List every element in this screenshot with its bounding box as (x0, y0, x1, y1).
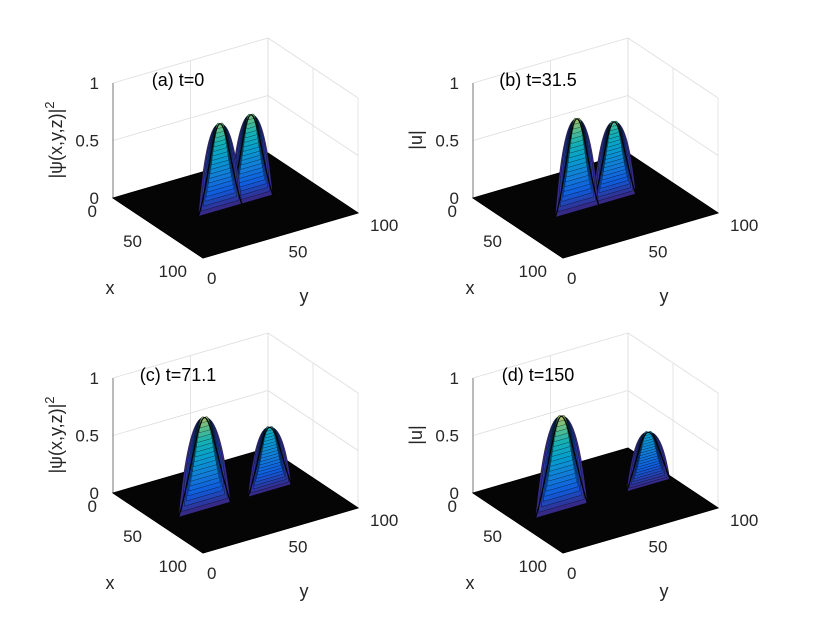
y-tick-label: 0 (567, 269, 576, 288)
z-axis-label-text: |ψ(x,y,z)| (46, 109, 66, 179)
x-axis-label: x (466, 573, 475, 593)
x-tick-label: 100 (159, 557, 187, 576)
y-tick-label: 50 (289, 538, 308, 557)
z-tick-label: 0 (90, 484, 99, 503)
z-tick-label: 1 (90, 74, 99, 93)
peak-outline (247, 426, 292, 498)
grid-line (112, 332, 269, 379)
y-tick-label: 0 (567, 564, 576, 583)
x-tick-label: 100 (519, 262, 547, 281)
peak-2 (625, 430, 671, 492)
peak-outline (197, 123, 243, 217)
grid-line (112, 390, 269, 436)
peak-1 (197, 122, 243, 217)
peak-2 (591, 120, 637, 207)
peak-outline (534, 415, 588, 519)
z-tick-label: 0.5 (435, 132, 459, 151)
peak-1 (554, 117, 600, 218)
z-axis-label: |u| (406, 425, 426, 444)
y-tick-label: 50 (289, 243, 308, 262)
z-axis-label-superscript: 2 (42, 396, 57, 403)
x-tick-label: 50 (123, 527, 142, 546)
grid-line (627, 332, 719, 394)
z-axis-label: |ψ(x,y,z)|2 (42, 396, 66, 473)
y-axis-label: y (660, 581, 669, 601)
z-tick-label: 0 (450, 189, 459, 208)
x-tick-label: 0 (448, 497, 457, 516)
subplot-b: 0 0.5 1 0 50 100 0 50 100 x y |u| (b) t=31.5 (406, 37, 758, 306)
z-tick-label: 0.5 (75, 132, 99, 151)
z-tick-label: 0.5 (75, 427, 99, 446)
peak-2 (228, 113, 274, 208)
subplot-a: 0 0.5 1 0 50 100 0 50 100 x y |ψ(x,y,z)|2 (a) t=0 (42, 37, 398, 306)
x-tick-label: 50 (483, 527, 502, 546)
peak-outline (625, 431, 671, 492)
x-tick-label: 0 (448, 202, 457, 221)
y-tick-label: 100 (370, 511, 398, 530)
grid-line (627, 95, 719, 156)
z-axis-label-text: |u| (406, 425, 426, 444)
grid-line (627, 390, 719, 451)
subplot-c: 0 0.5 1 0 50 100 0 50 100 x y |ψ(x,y,z)|2 (c) t=71.1 (42, 332, 398, 601)
y-axis-label: y (300, 286, 309, 306)
x-axis-label: x (106, 278, 115, 298)
z-axis-label: |u| (406, 130, 426, 149)
x-axis-label: x (466, 278, 475, 298)
grid-line (472, 95, 629, 141)
y-tick-label: 0 (207, 269, 216, 288)
x-tick-label: 50 (123, 232, 142, 251)
surface-base (111, 447, 360, 554)
x-axis-label: x (106, 573, 115, 593)
z-tick-label: 1 (450, 369, 459, 388)
z-tick-label: 0 (450, 484, 459, 503)
grid-line (472, 390, 629, 436)
subplot-title: (b) t=31.5 (499, 70, 577, 90)
y-tick-label: 50 (649, 243, 668, 262)
z-tick-label: 1 (450, 74, 459, 93)
z-axis-label-text: |ψ(x,y,z)| (46, 404, 66, 474)
peak-outline (177, 416, 232, 518)
subplot-title: (c) t=71.1 (140, 365, 217, 385)
y-tick-label: 50 (649, 538, 668, 557)
peak-2 (247, 426, 292, 498)
peak-1 (534, 414, 588, 519)
subplot-d: 0 0.5 1 0 50 100 0 50 100 x y |u| (d) t=150 (406, 332, 758, 601)
y-axis-label: y (660, 286, 669, 306)
y-axis-label: y (300, 581, 309, 601)
z-axis-label: |ψ(x,y,z)|2 (42, 101, 66, 178)
surface-base (471, 447, 720, 554)
grid-line (267, 390, 359, 451)
subplot-title: (a) t=0 (152, 70, 205, 90)
grid-line (112, 37, 269, 84)
grid-line (267, 332, 359, 394)
x-tick-label: 50 (483, 232, 502, 251)
peak-1 (177, 416, 232, 518)
x-tick-label: 0 (88, 202, 97, 221)
grid-line (627, 37, 719, 99)
z-tick-label: 0.5 (435, 427, 459, 446)
y-tick-label: 100 (370, 216, 398, 235)
y-tick-label: 0 (207, 564, 216, 583)
z-axis-label-text: |u| (406, 130, 426, 149)
grid-line (267, 37, 359, 99)
x-tick-label: 100 (159, 262, 187, 281)
subplot-title: (d) t=150 (502, 365, 575, 385)
y-tick-label: 100 (730, 216, 758, 235)
x-tick-label: 100 (519, 557, 547, 576)
grid-line (112, 95, 269, 141)
grid-line (267, 95, 359, 156)
grid-line (472, 37, 629, 84)
y-tick-label: 100 (730, 511, 758, 530)
z-axis-label-superscript: 2 (42, 101, 57, 108)
z-tick-label: 1 (90, 369, 99, 388)
grid-line (472, 332, 629, 379)
z-tick-label: 0 (90, 189, 99, 208)
peak-outline (554, 118, 600, 218)
x-tick-label: 0 (88, 497, 97, 516)
peak-outline (591, 121, 637, 207)
